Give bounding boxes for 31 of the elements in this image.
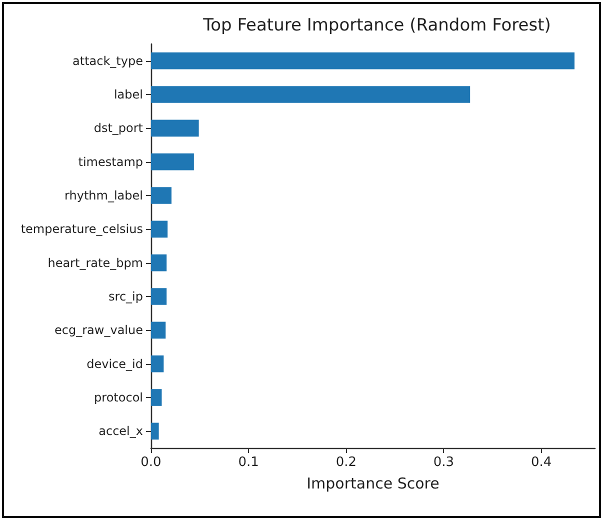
bar <box>151 153 194 170</box>
y-tick-label: temperature_celsius <box>20 222 143 236</box>
bar <box>151 322 166 339</box>
y-tick-label: protocol <box>94 390 143 404</box>
chart-title: Top Feature Importance (Random Forest) <box>202 16 551 36</box>
y-tick-label: heart_rate_bpm <box>48 256 143 270</box>
x-tick-label: 0.1 <box>238 455 259 470</box>
bar <box>151 422 159 440</box>
y-tick-label: rhythm_label <box>64 188 143 202</box>
x-axis-title: Importance Score <box>306 474 440 492</box>
bar <box>151 187 172 204</box>
x-tick-label: 0.0 <box>140 455 162 470</box>
y-tick-label: dst_port <box>94 121 144 136</box>
y-tick-label: timestamp <box>78 154 143 169</box>
y-tick-label: src_ip <box>108 290 143 304</box>
bar <box>151 52 575 70</box>
y-tick-label: accel_x <box>98 424 143 438</box>
y-tick-label: device_id <box>86 356 143 371</box>
bar <box>151 355 164 372</box>
y-tick-label: label <box>114 88 143 102</box>
bar <box>151 220 168 238</box>
y-tick-label: ecg_raw_value <box>54 323 143 338</box>
bar <box>151 86 470 103</box>
bar <box>151 389 162 406</box>
x-tick-label: 0.4 <box>530 455 552 470</box>
y-tick-label: attack_type <box>72 54 143 68</box>
bar <box>151 254 167 272</box>
x-tick-label: 0.3 <box>433 455 454 470</box>
bar <box>151 120 199 137</box>
bar <box>151 288 167 305</box>
x-tick-label: 0.2 <box>336 455 357 470</box>
